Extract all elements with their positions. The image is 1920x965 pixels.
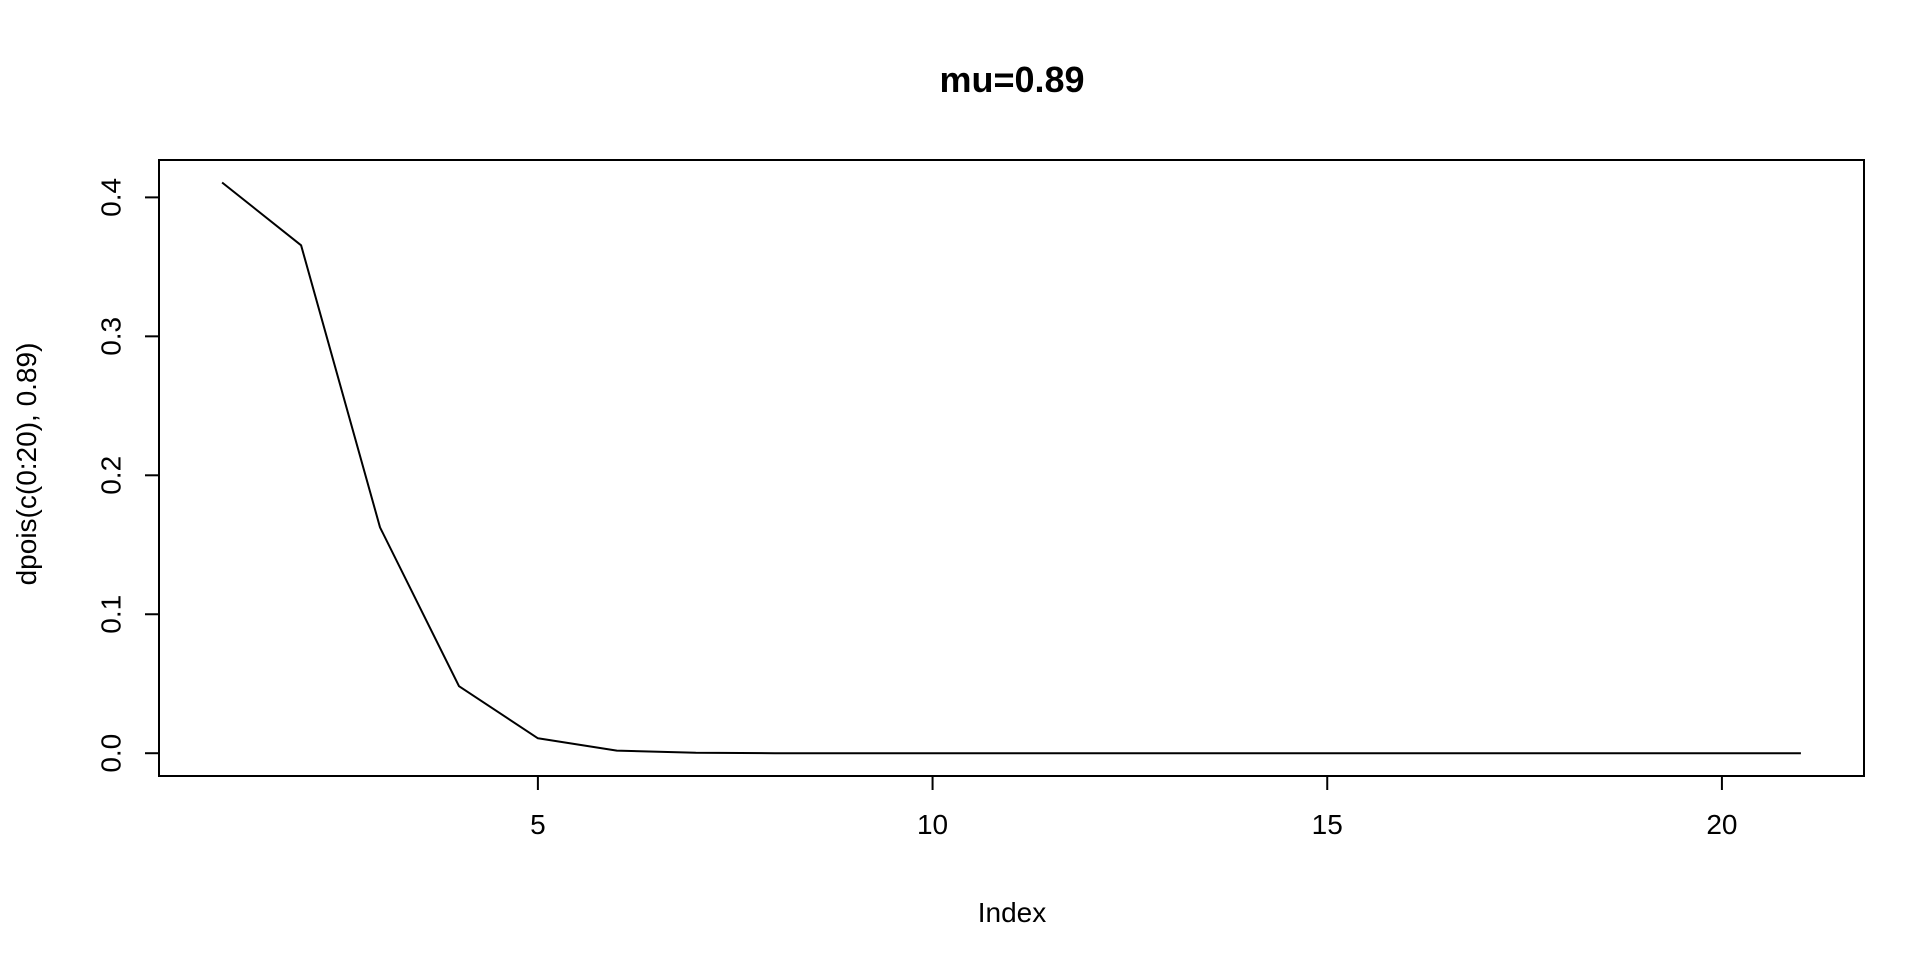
y-tick-label: 0.0 bbox=[96, 734, 127, 773]
y-tick-label: 0.3 bbox=[96, 317, 127, 356]
x-tick-label: 10 bbox=[917, 809, 948, 840]
y-tick-label: 0.2 bbox=[96, 456, 127, 495]
x-tick-label: 5 bbox=[530, 809, 546, 840]
plot-frame bbox=[158, 159, 1865, 777]
x-tick-label: 15 bbox=[1312, 809, 1343, 840]
chart-title: mu=0.89 bbox=[939, 59, 1084, 100]
x-tick-label: 20 bbox=[1706, 809, 1737, 840]
y-axis: 0.0 0.1 0.2 0.3 0.4 bbox=[96, 178, 160, 773]
y-axis-label: dpois(c(0:20), 0.89) bbox=[11, 343, 42, 586]
x-axis-label: Index bbox=[978, 897, 1047, 928]
x-axis: 5 10 15 20 bbox=[530, 775, 1737, 840]
series-line bbox=[221, 181, 1801, 755]
series-layer bbox=[221, 181, 1801, 755]
y-tick-label: 0.1 bbox=[96, 595, 127, 634]
y-tick-label: 0.4 bbox=[96, 178, 127, 217]
